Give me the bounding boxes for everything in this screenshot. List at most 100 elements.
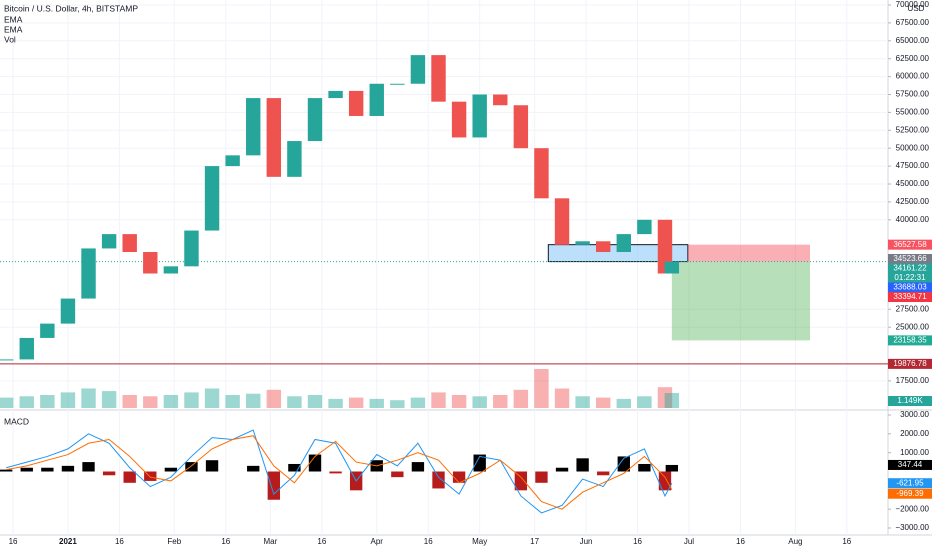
y-tick-label: 42500.00	[896, 197, 930, 206]
price-tag	[888, 335, 932, 346]
volume-bar	[410, 397, 426, 408]
currency-label: USD	[908, 4, 925, 13]
candle-body	[0, 359, 14, 361]
volume-bar	[534, 369, 549, 408]
macd-histogram-bar	[288, 463, 301, 472]
volume-bar	[307, 395, 323, 408]
y-tick-label: 62500.00	[896, 54, 930, 63]
x-tick-label: 16	[424, 537, 433, 546]
x-tick-label: 2021	[59, 537, 77, 546]
x-tick-label: Apr	[371, 537, 384, 546]
volume-bar	[0, 397, 14, 408]
macd-histogram-bar	[267, 471, 280, 500]
x-tick-label: Feb	[167, 537, 181, 546]
x-tick-label: 16	[115, 537, 124, 546]
volume-bar	[287, 396, 302, 408]
candle-body	[369, 83, 384, 116]
price-tag	[888, 254, 932, 265]
candle-body	[493, 94, 508, 106]
candle-body	[554, 198, 570, 245]
macd-histogram-bar	[41, 467, 54, 472]
volume-bar	[664, 393, 680, 408]
macd-histogram-bar	[597, 471, 610, 476]
y-tick-label: 52500.00	[896, 125, 930, 134]
candle-body	[664, 261, 680, 274]
volume-bar	[143, 396, 158, 408]
candle-body	[451, 101, 467, 138]
x-tick-label: May	[472, 537, 487, 546]
candle-body	[101, 234, 117, 249]
y-tick-label: 55000.00	[896, 108, 930, 117]
candle-body	[184, 230, 199, 267]
indicator-label: Vol	[4, 34, 16, 44]
volume-bar	[163, 395, 179, 408]
price-tag	[888, 292, 932, 303]
candle-body	[287, 141, 302, 177]
price-tag-label: 19876.78	[893, 359, 927, 368]
candle-body	[307, 98, 323, 142]
x-tick-label: Aug	[788, 537, 802, 546]
price-tag	[888, 282, 932, 293]
volume-bar	[246, 393, 261, 408]
volume-bar	[369, 398, 384, 408]
volume-bar	[637, 396, 652, 408]
stop-box	[687, 244, 810, 262]
volume-bar	[225, 395, 240, 408]
chart-title: Bitcoin / U.S. Dollar, 4h, BITSTAMP	[4, 3, 138, 13]
price-tag-label: -969.39	[896, 489, 924, 498]
macd-histogram-bar	[185, 462, 198, 472]
price-tag-label: -621.95	[896, 478, 924, 487]
candle-body	[122, 234, 137, 253]
price-tag	[888, 358, 932, 369]
volume-bar	[513, 389, 529, 408]
candle-body	[60, 298, 76, 324]
volume-bar	[266, 389, 282, 408]
macd-histogram-bar	[144, 471, 157, 481]
volume-bar	[493, 395, 508, 408]
volume-bar	[81, 388, 96, 408]
price-tag-label: 1.149K	[897, 396, 923, 405]
price-tag-label: 23158.35	[893, 335, 927, 344]
volume-bar	[554, 388, 570, 408]
y-tick-label: 70000.00	[896, 0, 930, 9]
volume-bar	[596, 397, 611, 408]
price-tag-label: 347.44	[898, 460, 923, 469]
macd-histogram-bar	[617, 456, 630, 472]
volume-bar	[657, 387, 673, 408]
volume-bar	[451, 395, 467, 408]
macd-histogram-bar	[123, 471, 136, 483]
macd-histogram-bar	[20, 467, 33, 472]
candle-body	[616, 234, 632, 253]
x-tick-label: 17	[530, 537, 539, 546]
volume-bar	[19, 396, 34, 408]
macd-histogram-bar	[452, 471, 466, 483]
candle-body	[575, 241, 590, 245]
volume-bar	[122, 395, 137, 408]
macd-histogram-bar	[0, 469, 13, 472]
volume-bar	[204, 388, 220, 408]
y-tick-label: 45000.00	[896, 179, 930, 188]
volume-bar	[184, 392, 199, 408]
y-tick-label: 67500.00	[896, 18, 930, 27]
macd-histogram-bar	[102, 471, 116, 476]
price-tag	[888, 263, 932, 274]
macd-histogram-bar	[308, 454, 322, 472]
candle-body	[596, 241, 611, 253]
y-tick-label: 65000.00	[896, 36, 930, 45]
candle-body	[328, 90, 343, 99]
candle-body	[637, 219, 652, 235]
macd-histogram-bar	[658, 471, 672, 491]
volume-bar	[575, 396, 590, 408]
macd-histogram-bar	[576, 458, 589, 472]
candle-body	[348, 90, 364, 116]
macd-tick-label: −2000.00	[895, 504, 929, 513]
macd-histogram-bar	[535, 471, 548, 483]
candle-body	[431, 55, 446, 102]
price-tag	[888, 273, 932, 284]
macd-histogram-bar	[555, 467, 569, 472]
candle-body	[657, 219, 673, 274]
candle-body	[513, 105, 529, 149]
price-tag-label: 33394.71	[893, 292, 927, 301]
volume-bar	[472, 396, 487, 408]
